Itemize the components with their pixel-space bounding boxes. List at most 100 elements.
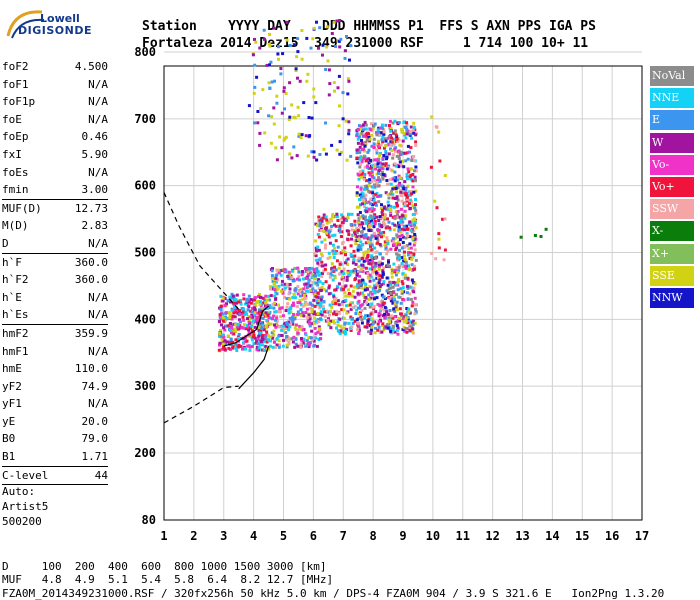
echo-point (268, 63, 271, 67)
echo-point (384, 207, 388, 211)
echo-point (394, 133, 398, 137)
echo-point (315, 321, 319, 325)
echo-point (288, 152, 292, 156)
echo-point (365, 187, 369, 191)
echo-point (385, 236, 389, 240)
logo-brand-top: Lowell (40, 12, 80, 25)
echo-point (383, 137, 387, 141)
echo-point (404, 236, 408, 240)
echo-point (377, 314, 381, 318)
echo-point (395, 135, 399, 138)
echo-point (257, 318, 260, 322)
echo-point (359, 155, 363, 159)
echo-point (312, 87, 316, 91)
echo-point (394, 164, 398, 168)
echo-point (376, 238, 380, 242)
echo-point (264, 311, 268, 315)
echo-point (306, 303, 310, 306)
echo-point (365, 257, 369, 261)
echo-point (310, 329, 314, 333)
echo-point (269, 141, 273, 145)
echo-point (390, 169, 394, 173)
echo-point (265, 330, 269, 334)
echo-point (386, 200, 390, 204)
echo-point (223, 304, 227, 308)
echo-point (307, 336, 311, 340)
echo-point (293, 116, 297, 120)
echo-point (407, 285, 411, 289)
echo-point (369, 332, 373, 335)
echo-point (349, 315, 353, 319)
echo-point (391, 192, 395, 196)
echo-point (330, 143, 334, 147)
echo-point (383, 213, 387, 217)
echo-point (362, 134, 366, 138)
echo-point (318, 257, 322, 261)
echo-point (332, 320, 336, 323)
echo-point (356, 270, 360, 274)
echo-point (382, 132, 386, 136)
echo-point (312, 155, 316, 159)
echo-point (396, 213, 399, 217)
echo-point (372, 256, 375, 260)
echo-point (390, 140, 394, 144)
echo-point (296, 292, 300, 296)
echo-point (370, 302, 374, 306)
echo-point (296, 301, 300, 305)
echo-point (280, 328, 284, 332)
echo-point (295, 154, 299, 158)
echo-point (365, 314, 369, 318)
echo-point (253, 296, 257, 300)
echo-point (411, 155, 415, 158)
echo-point (259, 329, 263, 333)
echo-point (313, 289, 317, 293)
echo-point (259, 107, 263, 110)
echo-point (381, 208, 385, 212)
echo-point (292, 145, 296, 149)
echo-point (412, 286, 416, 290)
param-value: 12.73 (74, 201, 108, 215)
profile-curve-lower (238, 345, 270, 390)
echo-point (219, 317, 223, 321)
echo-point (395, 293, 398, 297)
echo-point (284, 309, 288, 312)
echo-point (234, 310, 238, 314)
echo-point (232, 311, 236, 315)
echo-point (400, 128, 404, 132)
auto-program: Artist5 (2, 500, 49, 513)
echo-point (285, 335, 289, 339)
echo-point (369, 275, 373, 279)
echo-point (310, 338, 314, 342)
echo-point (391, 215, 395, 219)
echo-point (393, 281, 397, 285)
echo-point (306, 281, 310, 285)
echo-point (398, 319, 402, 323)
echo-point (383, 205, 387, 209)
echo-point (404, 313, 408, 317)
echo-point (219, 304, 223, 308)
echo-point (312, 339, 316, 343)
echo-point (374, 251, 378, 254)
echo-point (414, 189, 418, 193)
echo-point (369, 328, 373, 332)
echo-point (308, 317, 312, 321)
echo-point (305, 289, 308, 293)
echo-point (254, 341, 258, 345)
echo-point (322, 147, 326, 151)
echo-point (398, 295, 402, 299)
echo-point (328, 82, 332, 86)
echo-point (408, 150, 412, 154)
echo-point (438, 159, 442, 163)
echo-point (295, 55, 299, 59)
echo-point (396, 140, 400, 143)
echo-point (386, 182, 389, 186)
echo-point (378, 215, 382, 219)
x-tick-label: 17 (635, 529, 649, 543)
echo-point (393, 237, 397, 241)
echo-point (411, 322, 415, 326)
echo-point (359, 127, 363, 131)
echo-point (324, 243, 328, 247)
echo-point (262, 28, 266, 32)
echo-point (403, 228, 406, 232)
echo-point (365, 325, 369, 329)
